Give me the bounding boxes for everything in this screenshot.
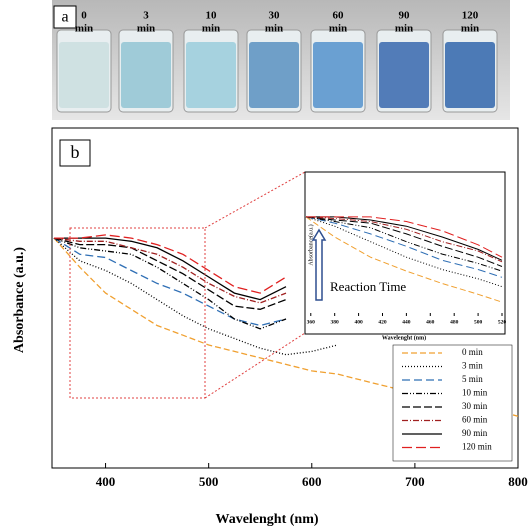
- plot-frame: [51, 127, 519, 469]
- legend-label: 30 min: [462, 401, 488, 411]
- x-tick-label: 500: [199, 474, 219, 489]
- x-tick-label: 400: [96, 474, 116, 489]
- panel-label-box: [59, 139, 91, 167]
- series-line: [54, 234, 287, 294]
- vial-time: 120: [462, 10, 479, 22]
- x-tick-label: 460: [426, 319, 435, 325]
- vial-liquid: [121, 42, 171, 108]
- vial-liquid: [445, 42, 495, 108]
- vial-unit: min: [137, 23, 155, 35]
- zoom-box: [69, 227, 206, 399]
- vial-unit: min: [395, 23, 413, 35]
- series-line: [305, 216, 503, 272]
- vial-liquid: [313, 42, 363, 108]
- inset-plot: 360 380 400 420 440 460 480 500 520: [305, 216, 507, 325]
- vial-unit: min: [461, 23, 479, 35]
- legend-label: 5 min: [462, 374, 483, 384]
- series-line: [53, 237, 287, 310]
- series-line: [53, 237, 519, 417]
- series-line: [305, 216, 503, 267]
- x-tick-label: 380: [331, 319, 340, 325]
- vial-unit: min: [265, 23, 283, 35]
- y-axis-label: Absorbance (a.u.): [12, 247, 27, 354]
- series-line: [53, 237, 338, 356]
- vial-unit: min: [329, 23, 347, 35]
- legend-entries: 0 min 3 min 5 min 10 min 30 min 60 min 90 min 1…: [402, 347, 492, 452]
- x-tick-label: 360: [307, 319, 316, 325]
- x-tick-label: 500: [474, 319, 483, 325]
- series-line: [305, 216, 503, 288]
- vial-liquid: [186, 42, 236, 108]
- x-tick-label: 700: [405, 474, 425, 489]
- vial-time: 60: [333, 10, 345, 22]
- series-line: [305, 216, 503, 303]
- vial-time: 90: [399, 10, 411, 22]
- legend-label: 0 min: [462, 347, 483, 357]
- legend-label: 120 min: [462, 442, 492, 452]
- series-line: [305, 216, 503, 263]
- panel-label: b: [71, 142, 80, 162]
- series-line: [53, 237, 287, 304]
- vial-liquid: [379, 42, 429, 108]
- zoom-connector: [204, 171, 306, 229]
- arrow: [311, 228, 327, 301]
- series-line: [53, 237, 287, 330]
- series-line: [54, 237, 287, 301]
- legend-label: 90 min: [462, 428, 488, 438]
- legend-label: 3 min: [462, 361, 483, 371]
- x-axis-label: Wavelenght (nm): [215, 512, 318, 527]
- vial-unit: min: [75, 23, 93, 35]
- x-tick-label: 400: [354, 319, 363, 325]
- vial-liquid: [59, 42, 109, 108]
- panel-label-box: [53, 5, 77, 29]
- panel-label: a: [61, 9, 68, 26]
- vial-time: 30: [269, 10, 281, 22]
- vial-time: 10: [206, 10, 218, 22]
- legend-label: 60 min: [462, 415, 488, 425]
- x-tick-label: 480: [450, 319, 459, 325]
- x-tick-label: 600: [302, 474, 322, 489]
- inset-x-label: Wavelenght (nm): [382, 334, 426, 341]
- x-tick-label: 420: [378, 319, 387, 325]
- vial-time: 0: [81, 10, 87, 22]
- vial-time: 3: [143, 10, 149, 22]
- series-line: [306, 216, 503, 258]
- vial-unit: min: [202, 23, 220, 35]
- x-tick-label: 520: [498, 319, 507, 325]
- inset-y-label: Absorbance(a.u.): [307, 224, 314, 265]
- annotation: Reaction Time: [330, 279, 406, 294]
- series-line: [53, 237, 287, 327]
- x-tick-label: 440: [402, 319, 411, 325]
- x-tick-label: 800: [508, 474, 528, 489]
- main-plot: 400 500 600 700 800: [53, 234, 528, 489]
- series-line: [305, 216, 503, 278]
- vial-liquid: [249, 42, 299, 108]
- legend-label: 10 min: [462, 388, 488, 398]
- legend: [392, 344, 513, 462]
- inset-frame: [304, 171, 506, 335]
